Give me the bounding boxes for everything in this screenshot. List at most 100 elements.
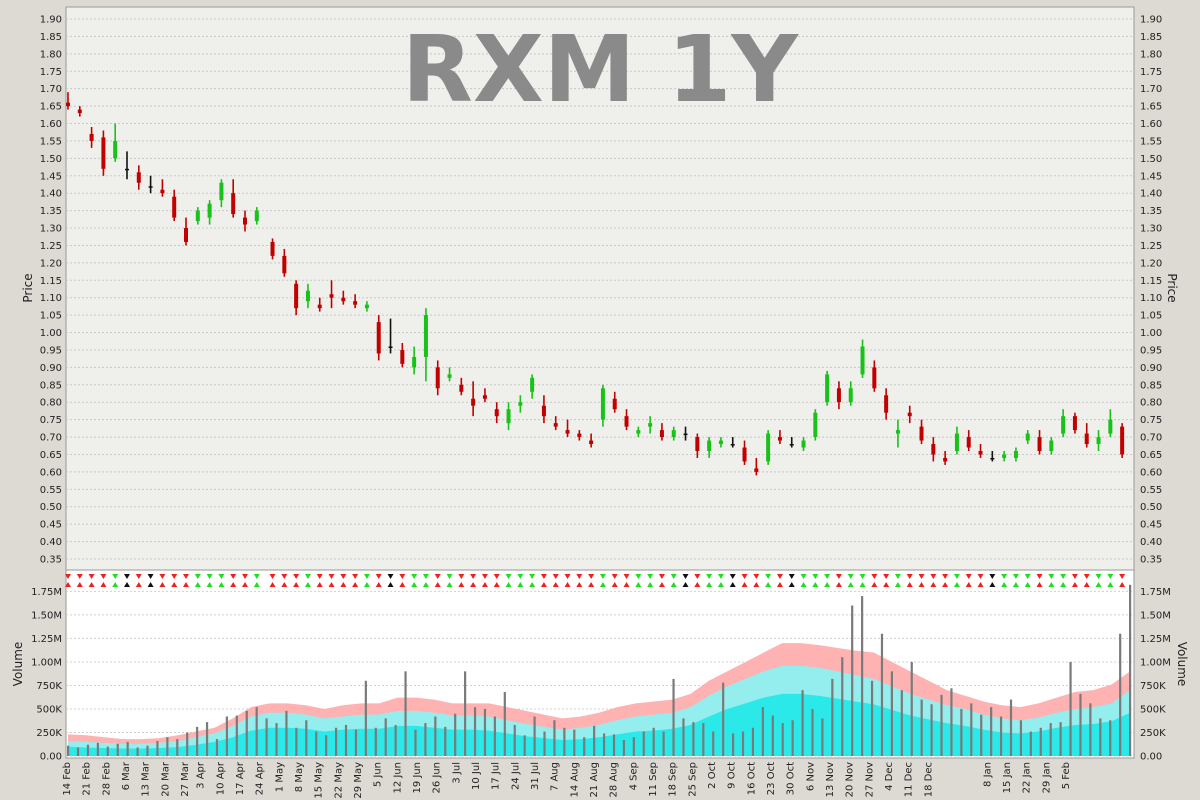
signal-marker-down: [253, 574, 260, 579]
signal-marker-up: [670, 582, 677, 587]
price-tick-label-right: 0.75: [1140, 415, 1162, 426]
signal-marker-down: [1048, 574, 1055, 579]
volume-bar: [880, 633, 884, 756]
volume-bar: [980, 714, 983, 756]
ohlc-bar: [195, 207, 200, 225]
price-tick-label-right: 1.80: [1140, 49, 1162, 60]
signal-marker-up: [1012, 582, 1019, 587]
signal-marker-up: [1001, 582, 1008, 587]
ohlc-body: [447, 374, 452, 378]
volume-tick-label-right: 250K: [1140, 728, 1166, 739]
volume-bar: [1049, 723, 1052, 756]
signal-marker-up: [446, 582, 453, 587]
price-tick-label-left: 1.85: [40, 32, 62, 43]
signal-marker-down: [242, 574, 248, 579]
price-tick-label-right: 0.80: [1140, 398, 1162, 409]
price-tick-label-left: 0.60: [40, 467, 62, 478]
ohlc-bar: [530, 374, 535, 399]
signal-marker-down: [363, 574, 370, 579]
ohlc-bar: [624, 409, 629, 431]
volume-bar: [404, 671, 407, 756]
volume-bar: [116, 743, 119, 756]
ohlc-body: [317, 304, 322, 309]
volume-bar: [354, 729, 358, 756]
volume-tick-label-right: 1.75M: [1140, 587, 1171, 598]
ohlc-body: [1072, 416, 1077, 431]
volume-bar: [940, 694, 943, 756]
ohlc-body: [471, 398, 476, 406]
volume-bar: [285, 710, 288, 756]
signal-marker-up: [458, 582, 465, 587]
volume-bar: [553, 720, 556, 756]
date-tick-label: 20 Nov: [845, 762, 856, 798]
volume-bar: [533, 716, 536, 756]
date-tick-label: 4 Sep: [628, 762, 639, 790]
ohlc-bar: [364, 301, 369, 312]
signal-marker-down: [269, 574, 276, 579]
ohlc-body: [270, 241, 275, 256]
ohlc-bar: [160, 179, 165, 197]
volume-bar: [761, 707, 764, 756]
ohlc-bar: [943, 451, 948, 465]
volume-bar: [1059, 722, 1062, 756]
signal-marker-up: [623, 582, 630, 587]
price-tick-label-right: 0.85: [1140, 380, 1162, 391]
signal-marker-down: [1071, 574, 1078, 579]
volume-bar: [67, 745, 70, 756]
ohlc-bar: [243, 210, 247, 232]
ohlc-body: [1013, 451, 1018, 458]
signal-marker-up: [328, 582, 335, 587]
date-tick-label: 14 Feb: [62, 762, 73, 796]
signal-marker-down: [481, 574, 488, 579]
signal-marker-down: [894, 574, 901, 579]
volume-bar: [841, 657, 844, 756]
ohlc-bar: [353, 294, 358, 309]
volume-bar: [325, 735, 328, 756]
signal-marker-down: [230, 574, 237, 579]
volume-axis-label-left: Volume: [11, 642, 25, 687]
volume-bar: [1109, 720, 1112, 756]
ohlc-bar: [1002, 451, 1007, 462]
signal-marker-up: [124, 582, 130, 587]
volume-bar: [434, 716, 437, 756]
price-tick-label-left: 1.65: [40, 102, 62, 113]
date-tick-label: 24 Jul: [510, 762, 521, 790]
volume-bar: [593, 725, 596, 756]
volume-tick-label-left: 0.00: [40, 752, 62, 763]
ohlc-bar: [636, 426, 641, 438]
ohlc-body: [1002, 454, 1007, 458]
volume-bar: [245, 710, 248, 756]
ohlc-bar: [1025, 430, 1030, 445]
price-tick-label-left: 1.35: [40, 206, 62, 217]
signal-marker-up: [218, 582, 225, 587]
ohlc-body: [435, 367, 440, 389]
volume-bar: [1079, 693, 1082, 756]
price-axis-left: 1.90 1.85 1.80 1.75 1.70 1.65 1.60 1.55 1.50 1.45…: [40, 15, 62, 566]
signal-marker-down: [564, 574, 571, 579]
volume-bar: [791, 720, 794, 756]
volume-bar: [861, 596, 864, 756]
ohlc-body: [766, 433, 771, 462]
ohlc-bar: [813, 409, 818, 441]
date-tick-label: 27 Nov: [864, 762, 875, 798]
price-tick-label-left: 0.45: [40, 520, 62, 531]
signal-marker-up: [529, 582, 536, 587]
ohlc-body: [659, 430, 664, 438]
volume-tick-label-left: 1.25M: [31, 634, 62, 645]
ohlc-bar: [400, 343, 405, 368]
price-tick-label-right: 0.60: [1140, 467, 1162, 478]
ohlc-bar: [577, 430, 582, 441]
signal-marker-up: [1071, 582, 1078, 587]
signal-marker-down: [611, 574, 618, 579]
price-tick-label-right: 1.70: [1140, 84, 1162, 95]
price-tick-label-right: 1.30: [1140, 224, 1162, 235]
ohlc-body: [565, 430, 570, 434]
date-tick-label: 30 Oct: [786, 762, 797, 795]
price-tick-label-left: 0.80: [40, 398, 62, 409]
volume-bar: [374, 727, 377, 756]
date-tick-label: 14 Aug: [569, 762, 580, 797]
ohlc-bar: [506, 402, 511, 431]
ohlc-bar: [789, 437, 794, 448]
price-tick-label-right: 1.10: [1140, 293, 1162, 304]
volume-bar: [235, 715, 238, 756]
